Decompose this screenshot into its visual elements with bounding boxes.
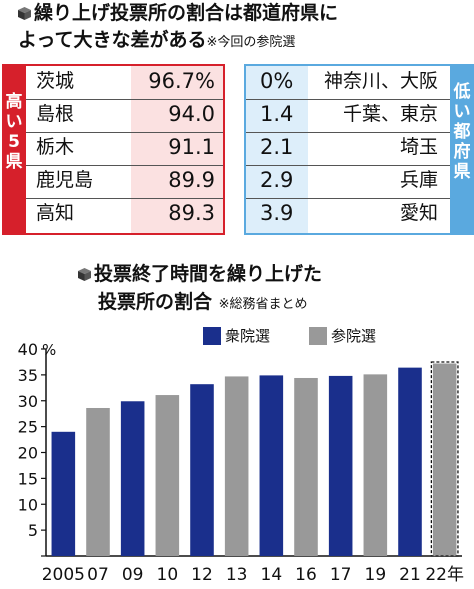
bar — [398, 367, 422, 556]
low-row: 千葉、東京 1.4 — [246, 101, 450, 133]
low-value-bg — [246, 66, 308, 233]
high-prefecture-name: 島根 — [36, 103, 75, 125]
high-row: 栃木 91.1 — [26, 134, 223, 166]
high-percentage-value: 91.1 — [168, 135, 215, 159]
x-tick-label: 12 — [191, 565, 213, 585]
high-label-box: 高い5県 — [2, 64, 26, 235]
low-percentage-value: 2.1 — [260, 135, 294, 159]
legend-label-shugiin: 衆院選 — [225, 327, 271, 345]
x-tick-label: 2005 — [42, 565, 85, 585]
row-divider — [26, 165, 223, 166]
top-title-line1: 繰り上げ投票所の割合は都道府県に — [34, 2, 339, 24]
top-title-line2: よって大きな差がある — [18, 29, 207, 51]
bar — [294, 377, 318, 556]
low-percentage-value: 2.9 — [260, 168, 294, 192]
x-tick-label: 13 — [226, 565, 248, 585]
legend-swatch-shugiin — [203, 327, 221, 345]
chart-title-line1: 投票終了時間を繰り上げた — [94, 263, 323, 285]
low-prefecture-name: 愛知 — [399, 202, 438, 224]
row-divider — [246, 198, 450, 199]
bar — [86, 407, 110, 556]
low-prefecture-name: 神奈川、大阪 — [323, 70, 438, 92]
row-divider — [26, 99, 223, 100]
low-percentage-value: 3.9 — [260, 201, 294, 225]
bar — [155, 395, 180, 556]
row-divider — [246, 132, 450, 133]
legend-label-sangiin: 参院選 — [331, 327, 377, 345]
x-tick-label: 09 — [122, 565, 144, 585]
bar — [328, 375, 353, 556]
high-percentage-value: 96.7% — [148, 69, 215, 93]
row-divider — [246, 165, 450, 166]
high-percentage-value: 94.0 — [168, 102, 215, 126]
x-tick-label: 14 — [261, 565, 283, 585]
x-tick-label: 19 — [365, 565, 387, 585]
top-title-line2-row: よって大きな差がある※今回の参院選 — [18, 28, 295, 55]
x-tick-label: 10 — [157, 565, 179, 585]
y-tick-label: 30 — [18, 392, 38, 411]
bar-chart: 5 10 15 20 25 30 35 40 % 2005 07 09 10 12 13 14 16 17 19 21… — [18, 340, 464, 585]
bar — [120, 401, 145, 556]
high-row: 高知 89.3 — [26, 200, 223, 227]
chart-title-line2: 投票所の割合 — [98, 291, 213, 313]
bar — [224, 376, 249, 556]
low-prefecture-name: 埼玉 — [399, 136, 438, 158]
low-row: 愛知 3.9 — [246, 200, 450, 227]
low-table: 神奈川、大阪 0% 千葉、東京 1.4 埼玉 2.1 兵庫 2.9 愛知 3.9 — [244, 64, 450, 235]
high-table: 茨城 96.7% 島根 94.0 栃木 91.1 鹿児島 89.9 高知 89.3 — [26, 64, 225, 235]
high-prefecture-name: 茨城 — [36, 70, 75, 92]
y-tick-label: 40 — [18, 340, 38, 359]
low-prefecture-name: 兵庫 — [399, 169, 438, 191]
x-tick-label: 07 — [87, 565, 109, 585]
low-label: 低い都府県 — [453, 82, 471, 182]
y-tick-label: 20 — [18, 444, 38, 463]
y-tick-label: 5 — [28, 521, 38, 540]
top-title: 繰り上げ投票所の割合は都道府県に — [18, 1, 338, 25]
cube-icon — [18, 2, 31, 20]
low-percentage-value: 1.4 — [260, 102, 294, 126]
chart-note: ※総務省まとめ — [218, 297, 308, 312]
bar — [432, 363, 457, 556]
high-value-bg — [131, 66, 223, 233]
y-tick-label: 10 — [18, 495, 38, 514]
cube-icon — [78, 263, 91, 281]
x-tick-label: 17 — [330, 565, 352, 585]
low-row: 神奈川、大阪 0% — [246, 68, 450, 100]
top-note: ※今回の参院選 — [206, 35, 296, 50]
low-label-box: 低い都府県 — [450, 64, 474, 235]
y-axis-unit: % — [42, 341, 56, 359]
high-percentage-value: 89.3 — [168, 201, 215, 225]
bar — [259, 375, 284, 556]
legend-swatch-sangiin — [309, 327, 327, 345]
bar — [190, 384, 214, 556]
x-tick-label: 16 — [295, 565, 317, 585]
high-label: 高い5県 — [5, 92, 23, 172]
high-row: 鹿児島 89.9 — [26, 167, 223, 199]
chart-title-line2-row: 投票所の割合 ※総務省まとめ — [98, 290, 308, 317]
high-percentage-value: 89.9 — [168, 168, 215, 192]
row-divider — [246, 99, 450, 100]
chart-title: 投票終了時間を繰り上げた — [78, 262, 322, 286]
row-divider — [26, 198, 223, 199]
y-tick-label: 35 — [18, 366, 38, 385]
high-row: 茨城 96.7% — [26, 68, 223, 100]
row-divider — [26, 132, 223, 133]
high-prefecture-name: 鹿児島 — [36, 169, 94, 191]
y-tick-label: 25 — [18, 418, 38, 437]
low-percentage-value: 0% — [260, 69, 294, 93]
high-row: 島根 94.0 — [26, 101, 223, 133]
x-tick-label: 22年 — [425, 565, 464, 585]
y-tick-label: 15 — [18, 469, 38, 488]
bar — [51, 431, 76, 556]
bar — [363, 374, 388, 556]
low-row: 兵庫 2.9 — [246, 167, 450, 199]
low-prefecture-name: 千葉、東京 — [342, 103, 438, 125]
high-prefecture-name: 栃木 — [36, 136, 75, 158]
high-prefecture-name: 高知 — [36, 202, 75, 224]
x-tick-label: 21 — [399, 565, 421, 585]
low-row: 埼玉 2.1 — [246, 134, 450, 166]
